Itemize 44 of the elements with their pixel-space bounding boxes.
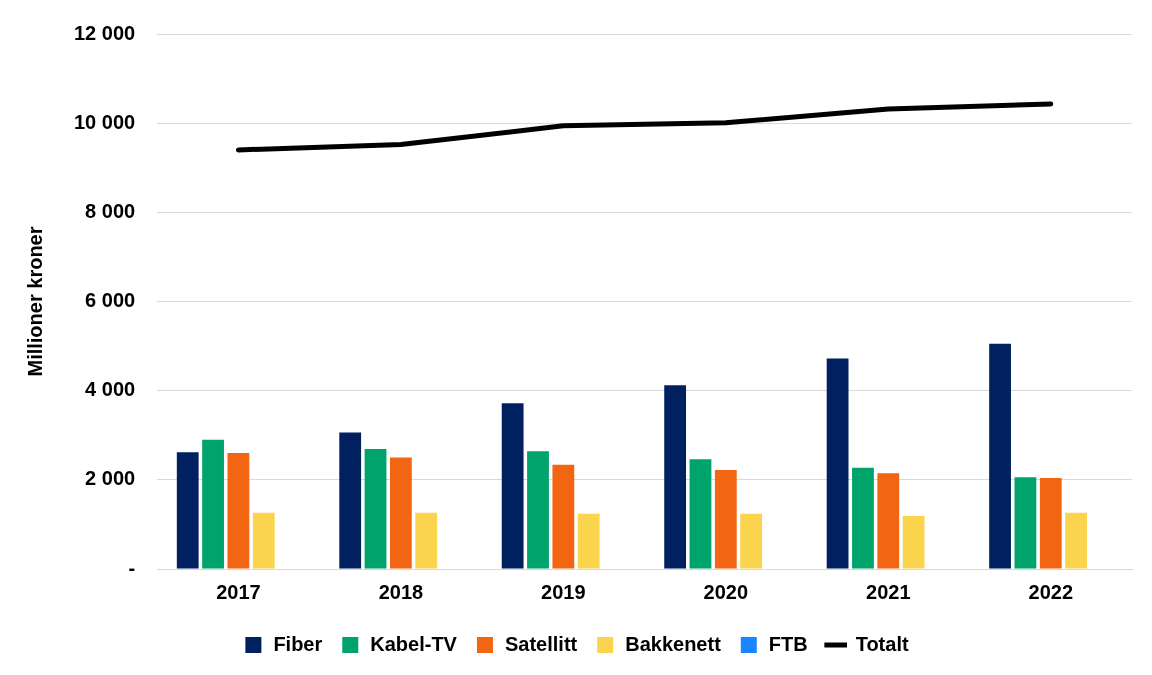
legend-label: Fiber [273, 632, 323, 655]
legend-label: Bakkenett [625, 632, 722, 655]
y-tick-label: 4 000 [85, 378, 136, 401]
bar [389, 457, 412, 569]
x-tick-label: 2019 [541, 580, 586, 603]
bar [989, 343, 1011, 569]
bar [415, 512, 438, 569]
x-tick-label: 2021 [866, 580, 911, 603]
legend-label: FTB [768, 632, 808, 655]
y-tick-label: - [128, 556, 136, 579]
x-tick-label: 2022 [1028, 580, 1074, 603]
bar [1039, 478, 1062, 569]
bar [1014, 477, 1037, 569]
bar [877, 473, 900, 569]
y-tick-label: 6 000 [85, 289, 136, 312]
x-tick-label: 2017 [216, 580, 261, 603]
legend-label: Totalt [855, 632, 909, 655]
x-tick-label: 2018 [378, 580, 424, 603]
y-tick-label: 2 000 [85, 467, 136, 490]
y-tick-label: 12 000 [74, 21, 136, 44]
bar [740, 513, 763, 569]
bar [552, 464, 575, 569]
y-tick-label: 8 000 [85, 199, 136, 222]
bar [501, 403, 524, 569]
bar [714, 470, 737, 569]
bar [902, 515, 925, 569]
bar [227, 453, 250, 569]
bar [527, 451, 549, 569]
bar [577, 513, 600, 569]
bar [852, 467, 874, 569]
x-tick-label: 2020 [703, 580, 749, 603]
bar [1065, 512, 1088, 569]
bar [339, 432, 362, 569]
bar [176, 452, 199, 569]
y-axis-title: Millioner kroner [23, 226, 46, 377]
legend-label: Kabel-TV [370, 632, 458, 655]
bar [689, 459, 712, 569]
y-tick-label: 10 000 [74, 110, 136, 133]
bar [202, 439, 224, 569]
legend-label: Satellitt [504, 632, 578, 655]
bar [252, 512, 275, 569]
bar [826, 358, 849, 569]
bar [664, 385, 687, 569]
bar [364, 449, 387, 569]
